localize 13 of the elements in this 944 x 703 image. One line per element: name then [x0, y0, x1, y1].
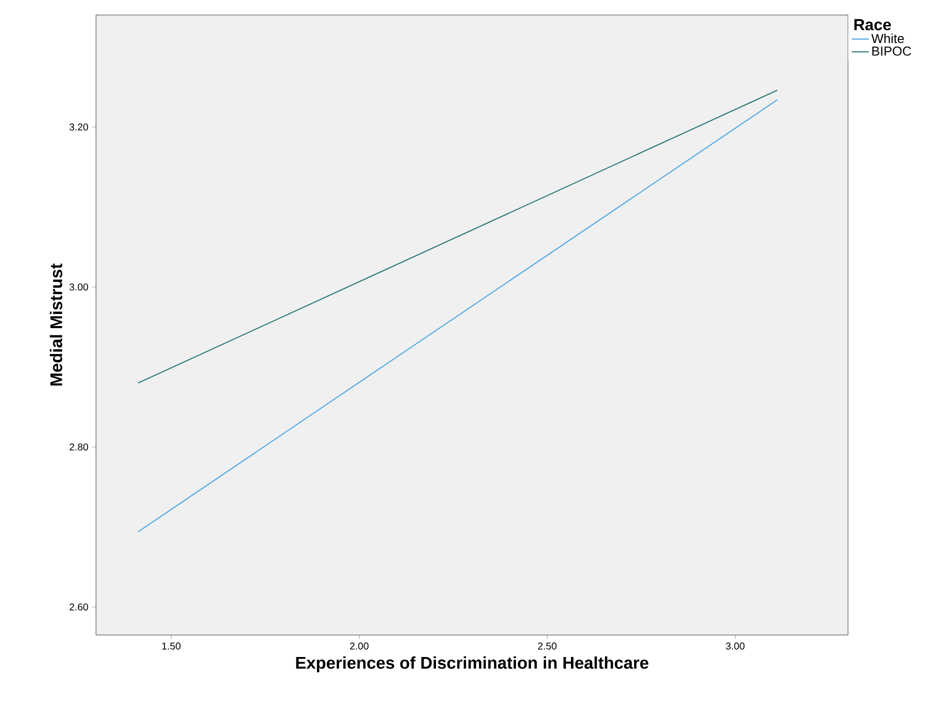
- legend-label: White: [871, 34, 904, 44]
- x-axis-title: Experiences of Discrimination in Healthcare: [296, 656, 648, 672]
- y-tick-label: 3.20: [69, 123, 88, 131]
- x-tick-label: 1.50: [162, 642, 181, 650]
- y-tick-label: 2.60: [70, 603, 88, 611]
- y-axis-title: Medial Mistrust: [50, 264, 62, 386]
- y-tick-label: 3.00: [69, 283, 88, 291]
- x-tick-label: 2.00: [350, 642, 369, 650]
- x-tick-label: 3.00: [726, 642, 745, 650]
- legend-title: Race: [854, 19, 891, 30]
- x-tick-label: 2.50: [538, 642, 557, 650]
- legend-label: BIPOC: [872, 46, 912, 56]
- y-tick-label: 2.80: [70, 443, 88, 451]
